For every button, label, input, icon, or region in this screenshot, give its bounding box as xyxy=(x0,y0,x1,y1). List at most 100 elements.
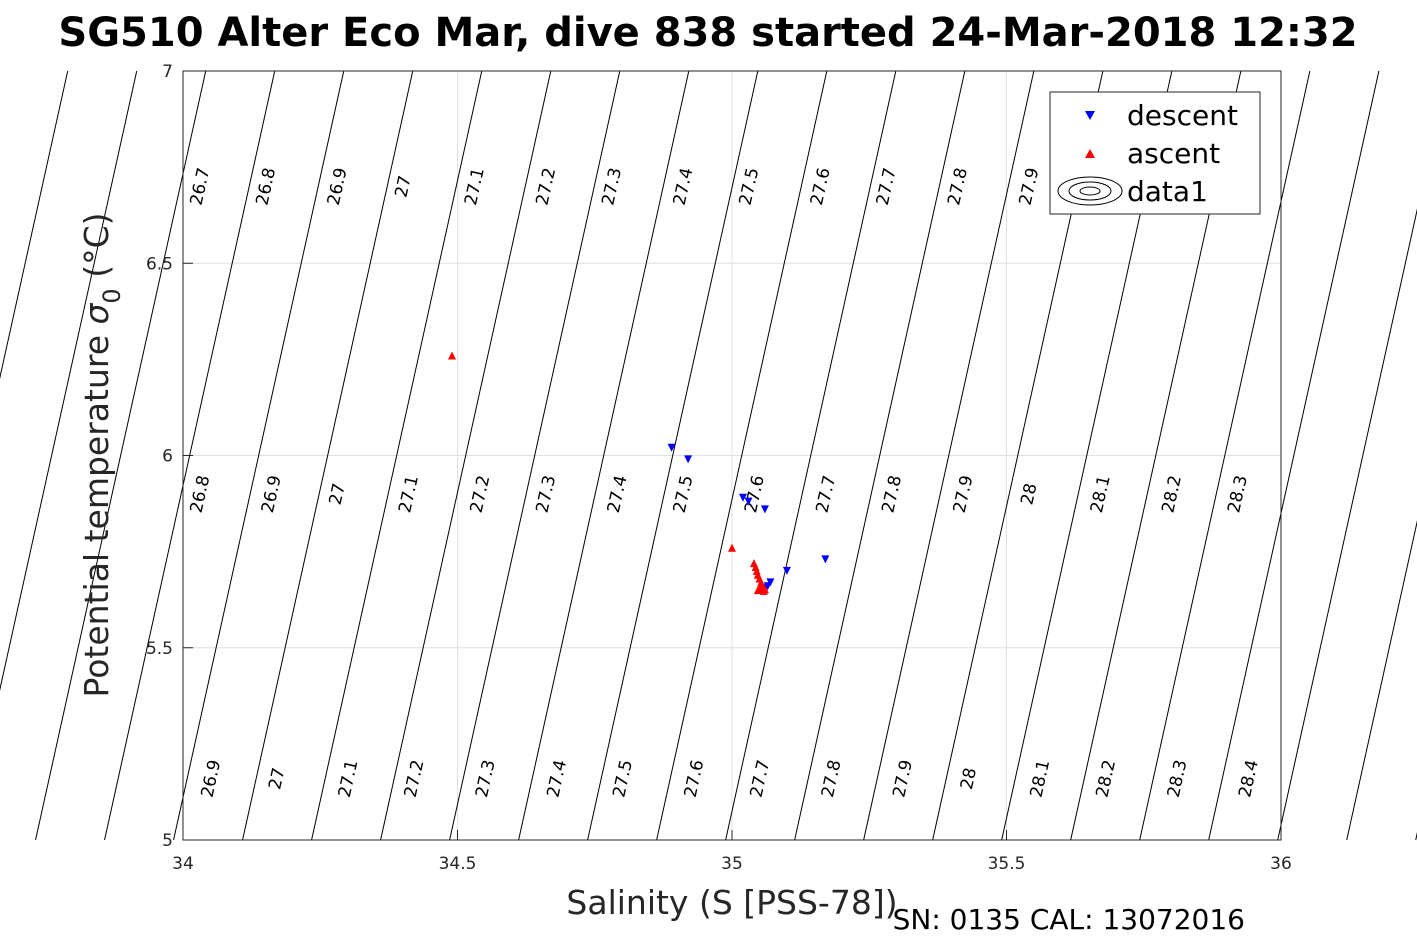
contour-label: 27.2 xyxy=(398,754,430,803)
contour-label: 28 xyxy=(1015,479,1042,509)
y-tick-label: 5 xyxy=(162,831,173,851)
x-tick-label: 34.5 xyxy=(439,854,477,874)
contour-label-gap xyxy=(886,754,918,803)
descent-point xyxy=(684,455,693,464)
contour-label: 28.1 xyxy=(1084,470,1116,518)
density-contour-line xyxy=(587,70,759,841)
y-axis-label: Potential temperature σ0 (°C) xyxy=(77,213,126,698)
chart-title: SG510 Alter Eco Mar, dive 838 started 24… xyxy=(58,10,1357,56)
density-contour-line xyxy=(656,70,828,841)
contour-label-text: 27 xyxy=(326,481,350,506)
contour-label-gap xyxy=(667,162,699,211)
contour-label: 27.3 xyxy=(595,162,627,211)
contour-label-gap xyxy=(954,763,982,794)
contour-label-text: 27 xyxy=(391,174,415,199)
data-markers xyxy=(448,351,830,595)
contour-label-gap xyxy=(870,162,902,211)
contour-label-gap xyxy=(1161,754,1193,803)
contour-label-gap xyxy=(1023,754,1055,803)
contour-label-gap xyxy=(389,171,417,201)
contour-label: 27.6 xyxy=(804,162,836,211)
contour-label-gap xyxy=(463,470,495,518)
contour-label: 28.4 xyxy=(1232,754,1264,803)
x-tick-label: 35 xyxy=(721,854,743,874)
contour-label-gap xyxy=(601,470,633,518)
contour-label-text: 28 xyxy=(1017,481,1041,506)
contour-label-gap xyxy=(255,470,287,518)
descent-point xyxy=(782,566,791,575)
y-tick-label: 6.5 xyxy=(146,254,173,274)
contour-label-gap xyxy=(321,162,353,211)
contour-label: 27.3 xyxy=(529,470,561,518)
contour-label-gap xyxy=(606,754,638,803)
contour-label: 27 xyxy=(262,763,290,794)
legend-descent-label: descent xyxy=(1127,99,1238,132)
contour-label-gap xyxy=(1089,754,1121,803)
contour-label-gap xyxy=(1015,479,1042,509)
contour-label-gap xyxy=(323,479,351,509)
contour-label: 27 xyxy=(389,171,417,201)
contour-label: 28.3 xyxy=(1221,470,1253,518)
contour-label-gap xyxy=(262,763,290,794)
contour-label-gap xyxy=(183,470,215,518)
density-contour-line xyxy=(794,70,966,841)
descent-point xyxy=(760,505,769,514)
legend-ascent-marker xyxy=(1085,149,1095,158)
y-axis-ticks: 5 5.5 6 6.5 7 xyxy=(146,62,193,851)
density-contour-labels: 26.7 26.8 26.9 27 27.1 27.2 27.3 27.4 27.5 27.6 27… xyxy=(183,162,1264,803)
contour-label-text: 27 xyxy=(265,766,289,791)
contour-label-gap xyxy=(183,162,215,211)
ascent-point xyxy=(753,586,762,595)
y-tick-label: 6 xyxy=(162,447,173,467)
density-contour-line xyxy=(173,70,345,841)
contour-label-gap xyxy=(398,754,430,803)
y-axis-label-unit: (°C) xyxy=(77,213,116,289)
contour-label-gap xyxy=(194,754,226,803)
contour-label-gap xyxy=(595,162,627,211)
contour-label-gap xyxy=(1084,470,1116,518)
density-contour-line xyxy=(518,70,690,841)
contour-label-gap xyxy=(1232,754,1264,803)
descent-point xyxy=(667,443,676,452)
contour-label-gap xyxy=(529,162,561,211)
contour-label: 27.9 xyxy=(1012,162,1044,211)
contour-label: 27.7 xyxy=(870,162,902,211)
contour-label-gap xyxy=(732,162,764,211)
ascent-point xyxy=(760,585,769,594)
contour-label-gap xyxy=(392,470,424,518)
density-contour-line xyxy=(1139,70,1311,841)
contour-label-gap xyxy=(875,470,907,518)
density-contour-line xyxy=(725,70,897,841)
density-contour-line xyxy=(0,70,138,692)
contour-label-gap xyxy=(809,470,841,518)
contour-label: 27 xyxy=(323,479,351,509)
contour-label: 26.8 xyxy=(183,470,215,518)
contour-label-text: 28 xyxy=(957,766,981,791)
contour-label: 27.4 xyxy=(601,470,633,518)
contour-label-gap xyxy=(1012,162,1044,211)
contour-label: 27.1 xyxy=(332,754,364,803)
density-contour-line xyxy=(1277,208,1417,841)
density-contour-line xyxy=(311,70,483,841)
contour-label: 27.8 xyxy=(941,162,973,211)
contour-label-gap xyxy=(667,470,699,518)
x-axis-label: Salinity (S [PSS-78]) xyxy=(566,883,897,922)
contour-label: 27.8 xyxy=(815,754,847,803)
contour-label-gap xyxy=(947,470,979,518)
descent-point xyxy=(738,493,747,502)
descent-point xyxy=(821,555,830,564)
density-contour-line xyxy=(1346,520,1417,841)
contour-label: 26.9 xyxy=(255,470,287,518)
contour-label: 27.9 xyxy=(947,470,979,518)
density-contours xyxy=(0,70,1417,841)
legend-descent-marker xyxy=(1085,111,1095,120)
x-tick-label: 36 xyxy=(1270,854,1292,874)
contour-label: 28.1 xyxy=(1023,754,1055,803)
contour-label-gap xyxy=(1155,470,1187,518)
contour-label-gap xyxy=(678,754,710,803)
contour-label-gap xyxy=(743,754,775,803)
density-contour-line xyxy=(35,70,207,841)
legend: descent ascent data1 xyxy=(1049,91,1261,215)
legend-data1-marker xyxy=(1057,176,1123,206)
